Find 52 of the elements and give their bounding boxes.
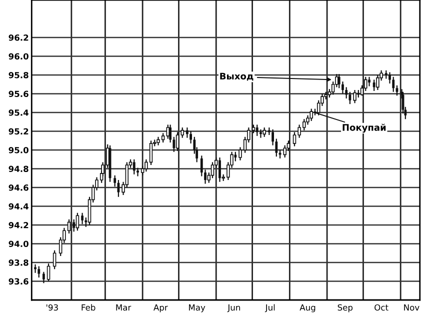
y-tick-label: 95.2 — [8, 128, 28, 135]
candlestick — [114, 174, 116, 188]
y-tick-label: 94.4 — [8, 203, 28, 210]
y-tick-label: 95.4 — [8, 109, 28, 116]
x-tick-label: Jul — [264, 304, 275, 312]
x-tick-label: Apr — [154, 304, 168, 312]
candlestick — [364, 76, 368, 92]
candlestick — [368, 76, 370, 87]
candlestick — [392, 76, 395, 92]
candlestick — [376, 74, 380, 91]
annotation: Покупай — [342, 124, 386, 133]
candlestick — [76, 212, 80, 232]
y-tick-label: 96.2 — [8, 34, 28, 41]
x-tick-label: Feb — [82, 304, 96, 311]
candlestick — [218, 156, 221, 182]
candlestick — [42, 271, 45, 284]
x-tick-label: Mar — [116, 304, 132, 311]
candlestick — [81, 212, 84, 225]
candlestick — [283, 144, 286, 158]
candlestick — [262, 126, 266, 138]
x-tick-label: Oct — [374, 304, 388, 311]
candlestick — [388, 72, 391, 84]
x-tick-label: Aug — [300, 304, 316, 312]
x-tick-label: Jun — [227, 304, 240, 312]
candlestick — [46, 262, 50, 282]
x-tick-label: '93 — [46, 304, 58, 311]
candlestick — [52, 250, 56, 270]
y-tick-label: 94.8 — [8, 166, 28, 172]
candlestick — [260, 128, 262, 138]
y-tick-label: 94.6 — [8, 184, 28, 191]
candlestick — [72, 218, 76, 232]
candlestick — [38, 266, 40, 278]
y-tick-label: 93.6 — [8, 278, 28, 285]
x-tick-label: May — [189, 304, 206, 312]
x-tick-label: Nov — [404, 304, 420, 311]
y-tick-label: 95.0 — [8, 146, 28, 154]
candlestick — [34, 264, 36, 274]
candlestick — [353, 89, 356, 104]
x-tick-label: Sep — [338, 304, 353, 312]
candlestick — [132, 158, 136, 175]
candlestick — [234, 151, 237, 162]
y-tick-label: 95.8 — [8, 72, 28, 78]
candlestick — [342, 81, 344, 94]
y-tick-label: 93.8 — [8, 259, 28, 266]
y-tick-label: 95.6 — [8, 90, 28, 98]
candlestick — [372, 79, 376, 92]
y-tick-label: 96.0 — [8, 53, 28, 60]
candlestick — [210, 162, 214, 179]
annotation: Выход — [220, 72, 254, 81]
y-tick-label: 94.2 — [8, 222, 28, 228]
y-tick-label: 94.0 — [8, 240, 28, 248]
candlestick — [256, 124, 258, 136]
